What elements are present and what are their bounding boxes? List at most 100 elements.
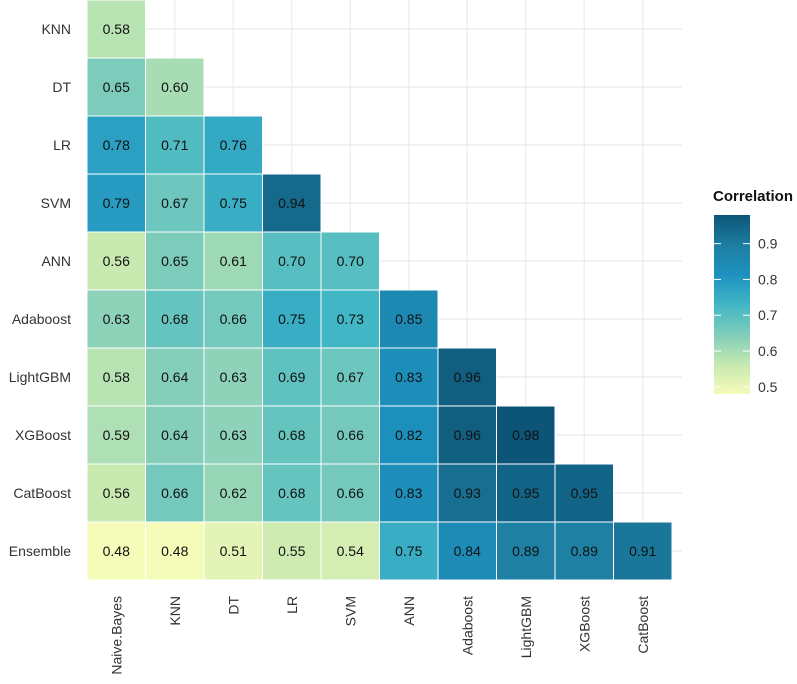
cell-lr-naive-bayes: [86, 115, 146, 175]
y-tick-xgboost: XGBoost: [15, 427, 71, 443]
cell-label-lightgbm-naive-bayes: 0.58: [103, 369, 130, 385]
cell-catboost-ann: [379, 463, 439, 523]
cell-ensemble-naive-bayes: [86, 521, 146, 581]
legend-title: Correlation: [713, 188, 793, 205]
cell-label-catboost-xgboost: 0.95: [571, 485, 598, 501]
x-tick-svm: SVM: [342, 596, 358, 626]
cell-lightgbm-lr: [262, 347, 322, 407]
cell-label-ensemble-catboost: 0.91: [629, 543, 656, 559]
cell-knn-naive-bayes: [86, 0, 146, 59]
cell-label-xgboost-naive-bayes: 0.59: [103, 427, 130, 443]
cell-label-ensemble-xgboost: 0.89: [571, 543, 598, 559]
cell-label-lightgbm-adaboost: 0.96: [454, 369, 481, 385]
cell-svm-lr: [262, 173, 322, 233]
cell-label-ensemble-knn: 0.48: [161, 543, 188, 559]
y-tick-svm: SVM: [41, 195, 71, 211]
y-tick-dt: DT: [52, 79, 71, 95]
cell-ann-knn: [145, 231, 205, 291]
cell-svm-dt: [203, 173, 263, 233]
cell-xgboost-knn: [145, 405, 205, 465]
cell-ann-lr: [262, 231, 322, 291]
cell-ensemble-ann: [379, 521, 439, 581]
cell-label-ensemble-dt: 0.51: [220, 543, 247, 559]
cell-label-lightgbm-lr: 0.69: [278, 369, 305, 385]
cell-label-lightgbm-svm: 0.67: [337, 369, 364, 385]
legend-tick-label: 0.8: [758, 271, 778, 287]
cell-ensemble-svm: [320, 521, 380, 581]
x-tick-lightgbm: LightGBM: [518, 596, 534, 658]
cell-label-ensemble-naive-bayes: 0.48: [103, 543, 130, 559]
y-tick-ann: ANN: [41, 253, 71, 269]
legend-tick-label: 0.7: [758, 307, 778, 323]
cell-xgboost-dt: [203, 405, 263, 465]
cell-label-ensemble-lr: 0.55: [278, 543, 305, 559]
cell-adaboost-naive-bayes: [86, 289, 146, 349]
cell-label-catboost-lightgbm: 0.95: [512, 485, 539, 501]
cell-adaboost-knn: [145, 289, 205, 349]
cell-label-ensemble-adaboost: 0.84: [454, 543, 481, 559]
cell-ensemble-knn: [145, 521, 205, 581]
cell-label-svm-naive-bayes: 0.79: [103, 195, 130, 211]
cell-ensemble-dt: [203, 521, 263, 581]
cell-label-xgboost-lightgbm: 0.98: [512, 427, 539, 443]
cell-ensemble-lr: [262, 521, 322, 581]
cell-label-svm-knn: 0.67: [161, 195, 188, 211]
cell-ann-dt: [203, 231, 263, 291]
cell-ensemble-xgboost: [554, 521, 614, 581]
cell-ann-naive-bayes: [86, 231, 146, 291]
cell-label-xgboost-knn: 0.64: [161, 427, 188, 443]
cell-label-xgboost-lr: 0.68: [278, 427, 305, 443]
cell-label-ensemble-lightgbm: 0.89: [512, 543, 539, 559]
cell-adaboost-ann: [379, 289, 439, 349]
cell-label-lightgbm-knn: 0.64: [161, 369, 188, 385]
cell-label-adaboost-knn: 0.68: [161, 311, 188, 327]
cell-catboost-dt: [203, 463, 263, 523]
cell-label-adaboost-ann: 0.85: [395, 311, 422, 327]
cell-dt-knn: [145, 57, 205, 117]
cell-label-svm-lr: 0.94: [278, 195, 305, 211]
cell-catboost-lr: [262, 463, 322, 523]
cell-label-svm-dt: 0.75: [220, 195, 247, 211]
cell-label-lightgbm-dt: 0.63: [220, 369, 247, 385]
y-tick-lightgbm: LightGBM: [9, 369, 71, 385]
cell-label-lr-naive-bayes: 0.78: [103, 137, 130, 153]
cell-label-ann-naive-bayes: 0.56: [103, 253, 130, 269]
x-tick-adaboost: Adaboost: [459, 596, 475, 655]
y-tick-catboost: CatBoost: [13, 485, 71, 501]
cell-svm-naive-bayes: [86, 173, 146, 233]
cell-value-labels: 0.58 0.65 0.60 0.78 0.71 0.76 0.79 0.67 0.75 0.94…: [103, 21, 657, 559]
cell-adaboost-dt: [203, 289, 263, 349]
cell-catboost-svm: [320, 463, 380, 523]
cell-label-ann-svm: 0.70: [337, 253, 364, 269]
legend-tick-label: 0.5: [758, 379, 778, 395]
cell-lr-dt: [203, 115, 263, 175]
legend-colorbar: [714, 215, 750, 394]
cell-lightgbm-ann: [379, 347, 439, 407]
cell-label-ensemble-svm: 0.54: [337, 543, 364, 559]
x-tick-dt: DT: [225, 596, 241, 615]
cell-svm-knn: [145, 173, 205, 233]
x-tick-xgboost: XGBoost: [576, 596, 592, 652]
legend-tick-label: 0.9: [758, 236, 778, 252]
cell-label-catboost-svm: 0.66: [337, 485, 364, 501]
cell-label-dt-naive-bayes: 0.65: [103, 79, 130, 95]
y-tick-ensemble: Ensemble: [9, 543, 71, 559]
cell-label-lr-knn: 0.71: [161, 137, 188, 153]
x-axis-ticks: Naive.Bayes KNN DT LR SVM ANN Adaboost LightGBM…: [108, 596, 651, 675]
cell-adaboost-lr: [262, 289, 322, 349]
legend-tick-label: 0.6: [758, 343, 778, 359]
cell-xgboost-svm: [320, 405, 380, 465]
cell-dt-naive-bayes: [86, 57, 146, 117]
x-tick-knn: KNN: [167, 596, 183, 626]
cell-label-dt-knn: 0.60: [161, 79, 188, 95]
cell-ensemble-lightgbm: [496, 521, 556, 581]
x-tick-ann: ANN: [401, 596, 417, 626]
cell-xgboost-adaboost: [437, 405, 497, 465]
cell-label-lightgbm-ann: 0.83: [395, 369, 422, 385]
cell-label-xgboost-svm: 0.66: [337, 427, 364, 443]
heatmap-cells: [86, 0, 673, 581]
cell-label-xgboost-adaboost: 0.96: [454, 427, 481, 443]
cell-ensemble-catboost: [613, 521, 673, 581]
y-axis-ticks: KNN DT LR SVM ANN Adaboost LightGBM XGBoost CatB…: [9, 21, 72, 559]
